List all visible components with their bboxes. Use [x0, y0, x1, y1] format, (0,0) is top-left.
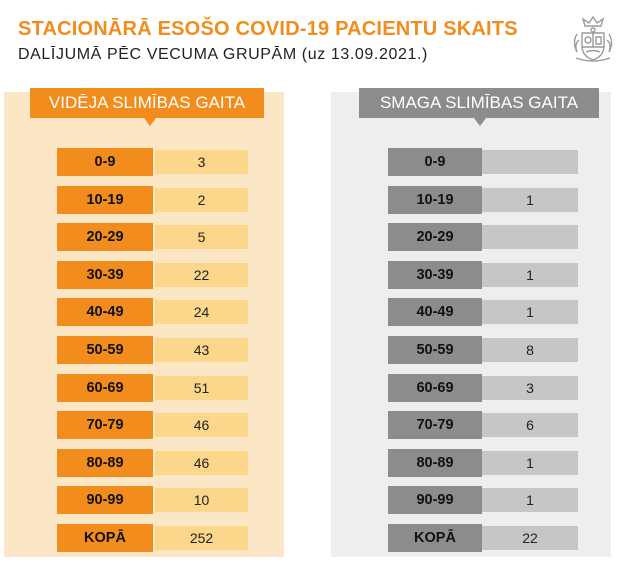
age-group-label: 80-89	[388, 448, 482, 477]
age-group-label: 50-59	[57, 335, 153, 364]
age-group-row: KOPĀ 252	[57, 523, 277, 552]
age-group-row: 90-99 10	[57, 486, 277, 515]
patient-count: 3	[155, 150, 248, 174]
patient-count: 5	[155, 225, 248, 250]
patient-count: 252	[155, 525, 248, 550]
age-group-label: 0-9	[57, 148, 153, 176]
moderate-age-table: 0-9 3 10-19 2 20-29 5 30-39 22 40-49 24 50-59 43 60-…	[57, 148, 277, 562]
age-group-row: 0-9	[388, 148, 580, 176]
age-group-row: 80-89 1	[388, 448, 580, 477]
severe-age-table: 0-9 10-19 1 20-29 30-39 1 40-49 1 50-59 8 60-69 3 70…	[388, 148, 580, 562]
patient-count: 1	[482, 488, 578, 513]
age-group-label: 10-19	[57, 185, 153, 214]
age-group-row: 90-99 1	[388, 486, 580, 515]
age-group-row: 20-29 5	[57, 223, 277, 252]
age-group-row: 70-79 46	[57, 411, 277, 440]
age-group-label: 50-59	[388, 335, 482, 364]
patient-count: 22	[155, 262, 248, 287]
patient-count: 10	[155, 488, 248, 513]
age-group-row: KOPĀ 22	[388, 523, 580, 552]
patient-count: 24	[155, 300, 248, 325]
age-group-row: 40-49 1	[388, 298, 580, 327]
patient-count: 46	[155, 450, 248, 475]
age-group-label: 60-69	[388, 373, 482, 402]
age-group-label: 30-39	[388, 260, 482, 289]
age-group-row: 50-59 43	[57, 335, 277, 364]
age-group-label: 30-39	[57, 260, 153, 289]
age-group-row: 60-69 3	[388, 373, 580, 402]
patient-count: 43	[155, 337, 248, 362]
age-group-label: 40-49	[57, 298, 153, 327]
age-group-label: 0-9	[388, 148, 482, 176]
age-group-row: 10-19 1	[388, 185, 580, 214]
patient-count	[482, 150, 578, 174]
age-group-label: 90-99	[57, 486, 153, 515]
severe-header-pointer	[474, 118, 486, 126]
patient-count: 1	[482, 300, 578, 325]
patient-count: 2	[155, 187, 248, 212]
age-group-row: 70-79 6	[388, 411, 580, 440]
age-group-label: 20-29	[57, 223, 153, 252]
age-group-row: 0-9 3	[57, 148, 277, 176]
patient-count: 22	[482, 525, 578, 550]
age-group-label: 70-79	[57, 411, 153, 440]
age-group-label: 60-69	[57, 373, 153, 402]
patient-count	[482, 225, 578, 250]
age-group-label: 10-19	[388, 185, 482, 214]
patient-count: 51	[155, 375, 248, 400]
age-group-row: 50-59 8	[388, 335, 580, 364]
patient-count: 6	[482, 413, 578, 438]
patient-count: 1	[482, 450, 578, 475]
age-group-label: KOPĀ	[388, 523, 482, 552]
age-group-row: 30-39 22	[57, 260, 277, 289]
page-title: STACIONĀRĀ ESOŠO COVID-19 PACIENTU SKAIT…	[18, 18, 518, 40]
age-group-label: 40-49	[388, 298, 482, 327]
moderate-header-pointer	[144, 118, 156, 126]
age-group-label: KOPĀ	[57, 523, 153, 552]
page-subtitle: DALĪJUMĀ PĒC VECUMA GRUPĀM (uz 13.09.202…	[18, 46, 428, 63]
age-group-row: 40-49 24	[57, 298, 277, 327]
age-group-label: 90-99	[388, 486, 482, 515]
latvia-coat-of-arms-icon	[573, 15, 613, 62]
moderate-header: VIDĒJA SLIMĪBAS GAITA	[30, 88, 264, 118]
age-group-row: 10-19 2	[57, 185, 277, 214]
age-group-row: 20-29	[388, 223, 580, 252]
age-group-row: 60-69 51	[57, 373, 277, 402]
patient-count: 8	[482, 337, 578, 362]
patient-count: 3	[482, 375, 578, 400]
patient-count: 1	[482, 187, 578, 212]
age-group-row: 80-89 46	[57, 448, 277, 477]
age-group-label: 20-29	[388, 223, 482, 252]
age-group-row: 30-39 1	[388, 260, 580, 289]
severe-header: SMAGA SLIMĪBAS GAITA	[359, 88, 599, 118]
patient-count: 1	[482, 262, 578, 287]
age-group-label: 70-79	[388, 411, 482, 440]
patient-count: 46	[155, 413, 248, 438]
age-group-label: 80-89	[57, 448, 153, 477]
